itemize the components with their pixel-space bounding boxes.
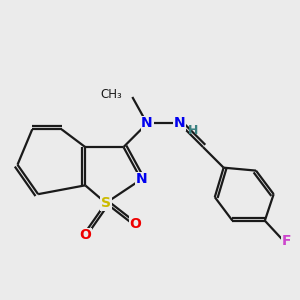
Text: H: H [188,124,198,137]
Text: N: N [174,116,185,130]
Text: F: F [282,234,292,248]
Text: O: O [79,228,91,242]
Text: CH₃: CH₃ [100,88,122,100]
Text: S: S [101,196,111,210]
Text: O: O [129,217,141,231]
Text: N: N [141,116,153,130]
Text: N: N [135,172,147,186]
